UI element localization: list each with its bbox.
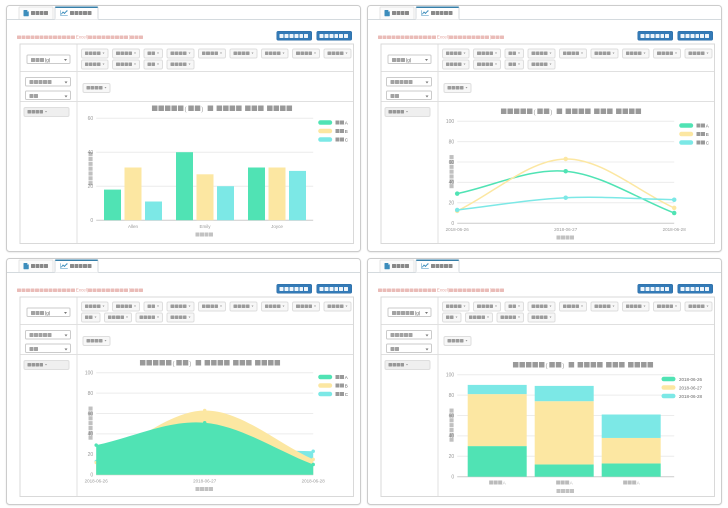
svg-text:): ) [562, 362, 564, 369]
svg-text:2018-06-27: 2018-06-27 [679, 385, 703, 390]
svg-text:60: 60 [87, 411, 93, 417]
svg-text:A: A [569, 480, 573, 486]
svg-text:2018-06-28: 2018-06-28 [679, 394, 703, 399]
svg-text:): ) [189, 360, 191, 367]
svg-text:0: 0 [90, 472, 93, 478]
svg-text:B: B [345, 383, 348, 388]
svg-text:Emily: Emily [199, 224, 211, 229]
svg-text:2018-06-26: 2018-06-26 [679, 377, 703, 382]
svg-text:A: A [636, 480, 640, 486]
svg-text:100: 100 [446, 119, 455, 125]
svg-text:20: 20 [87, 452, 93, 458]
svg-text:(: ( [172, 360, 175, 367]
svg-text:80: 80 [448, 393, 454, 399]
svg-text:2018-06-27: 2018-06-27 [193, 479, 217, 484]
svg-text:2018-06-28: 2018-06-28 [301, 479, 325, 484]
svg-text:A: A [706, 123, 709, 128]
svg-text:0: 0 [451, 474, 454, 480]
svg-text:60: 60 [448, 160, 454, 166]
svg-text:2018-06-27: 2018-06-27 [554, 227, 578, 232]
svg-text:20: 20 [87, 184, 93, 190]
svg-text:(: ( [545, 362, 548, 369]
svg-text:): ) [201, 106, 203, 113]
svg-text:(: ( [533, 109, 536, 116]
svg-text:20: 20 [448, 454, 454, 460]
svg-text:2018-06-28: 2018-06-28 [662, 227, 686, 232]
svg-text:0: 0 [451, 221, 454, 227]
svg-text:A: A [345, 375, 348, 380]
svg-text:40: 40 [448, 180, 454, 186]
svg-text:C: C [345, 137, 349, 142]
svg-text:0: 0 [90, 218, 93, 224]
svg-text:20: 20 [448, 201, 454, 207]
svg-text:2018-06-26: 2018-06-26 [84, 479, 108, 484]
svg-text:A: A [345, 120, 348, 125]
svg-text:B: B [706, 132, 709, 137]
svg-text:80: 80 [448, 139, 454, 145]
svg-text:80: 80 [87, 391, 93, 397]
svg-text:40: 40 [87, 432, 93, 438]
svg-text:): ) [550, 109, 552, 116]
svg-text:40: 40 [448, 434, 454, 440]
svg-text:2018-06-26: 2018-06-26 [445, 227, 469, 232]
svg-text:40: 40 [87, 150, 93, 156]
svg-text:100: 100 [85, 370, 94, 376]
svg-text:B: B [345, 129, 348, 134]
svg-text:Joyce: Joyce [271, 224, 283, 229]
svg-text:(: ( [184, 106, 187, 113]
svg-text:C: C [706, 140, 710, 145]
svg-text:A: A [502, 480, 506, 486]
svg-text:100: 100 [446, 372, 455, 378]
svg-text:C: C [345, 392, 349, 397]
svg-text:Allen: Allen [128, 224, 139, 229]
svg-text:60: 60 [448, 413, 454, 419]
svg-text:60: 60 [87, 116, 93, 122]
